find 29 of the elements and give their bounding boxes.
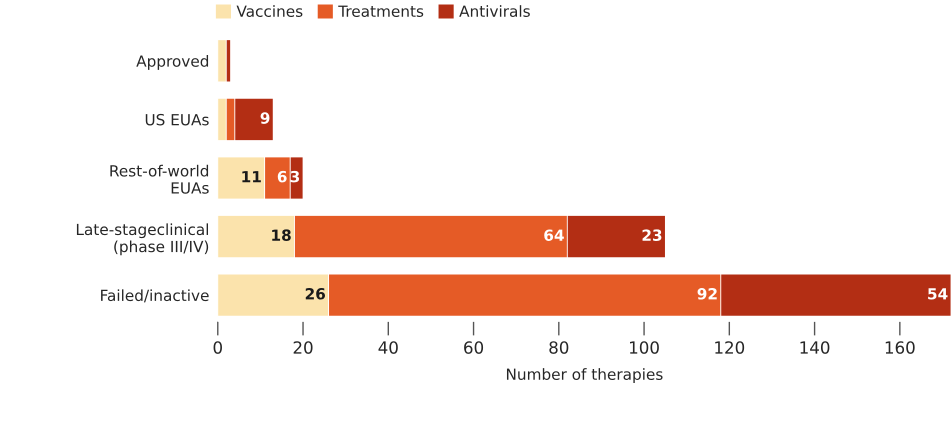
legend-label: Antivirals [459,5,530,17]
data-label: 11 [242,171,261,182]
legend-label: Vaccines [236,5,302,17]
y-tick-label: Rest-of-world EUAs [110,164,209,194]
data-label: 23 [642,229,662,241]
y-tick-label: Late-stageclinical (phase III/IV) [76,223,208,256]
data-label: 6 [278,170,287,182]
data-label: 64 [544,229,564,241]
data-label: 26 [306,288,326,300]
y-tick-label: Failed/inactive [101,289,209,302]
bar [218,39,227,82]
x-tick-label: 20 [294,341,313,354]
x-tick-label: 120 [715,341,744,354]
x-tick-label: 80 [549,341,568,354]
y-tick-label: US EUAs [146,114,209,126]
x-tick-label: 140 [800,341,830,354]
data-label: 3 [290,170,300,182]
x-axis-title: Number of therapies [506,368,663,383]
x-tick-label: 0 [214,341,222,354]
legend-label: Treatments [338,6,424,17]
x-tick-label: 60 [464,341,484,354]
x-tick-label: 100 [630,341,659,354]
data-label: 18 [272,229,291,241]
data-label: 54 [928,288,948,300]
y-tick-label: Approved [136,55,208,70]
data-label: 92 [698,288,717,300]
x-tick-label: 160 [886,341,915,354]
data-label: 9 [260,112,270,124]
x-tick-label: 40 [378,341,398,354]
